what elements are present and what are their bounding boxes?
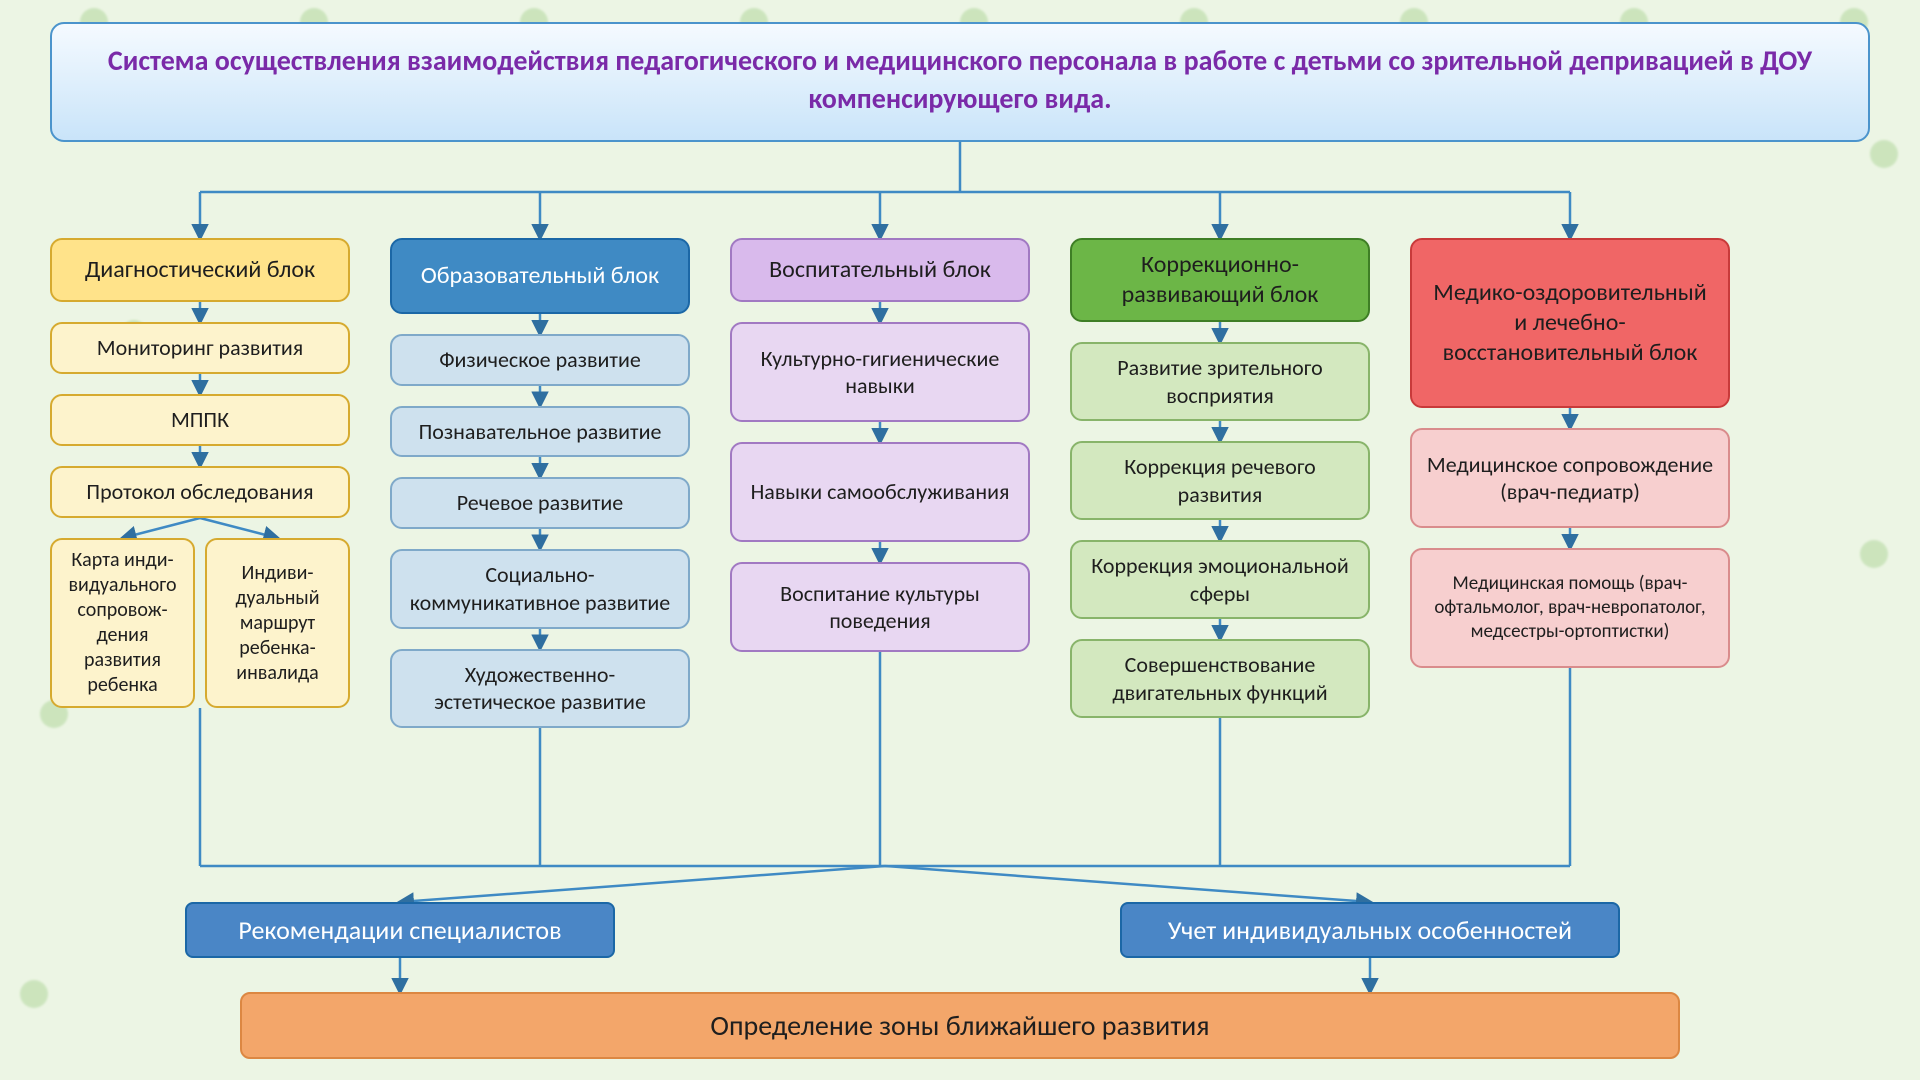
title-box: Система осуществления взаимодействия пед… [50,22,1870,142]
recommendations-left: Рекомендации специалистов [185,902,615,958]
column-header: Образовательный блок [390,238,690,314]
column-item: Социально-коммуникативное развитие [390,549,690,629]
column-split-row: Карта инди­видуального сопровож­дения ра… [50,538,350,728]
zone-box: Определение зоны ближайшего развития [240,992,1680,1059]
column-header: Воспитательный блок [730,238,1030,302]
column-0: Диагностический блок Мониторинг развития М… [50,238,350,728]
column-item: Совершенствование двигательных функций [1070,639,1370,718]
column-2: Воспитательный блок Культурно-гигиеническ… [730,238,1030,672]
column-split-item: Карта инди­видуального сопровож­дения ра… [50,538,195,708]
column-item: Культурно-гигиенические навыки [730,322,1030,422]
column-item: Коррекция речевого развития [1070,441,1370,520]
column-item: Коррекция эмоциональной сферы [1070,540,1370,619]
zone-text: Определение зоны ближайшего развития [710,1008,1209,1043]
column-header: Коррекционно-развивающий блок [1070,238,1370,322]
column-item: Мониторинг развития [50,322,350,374]
column-item: Протокол обследования [50,466,350,518]
column-item: Речевое развитие [390,477,690,529]
column-item: Навыки самообслуживания [730,442,1030,542]
column-item: Воспитание культуры поведения [730,562,1030,652]
column-header: Медико-оздоровительный и лечебно-восстан… [1410,238,1730,408]
column-4: Медико-оздоровительный и лечебно-восстан… [1410,238,1730,688]
column-1: Образовательный блок Физическое развитие П… [390,238,690,748]
rec-left-text: Рекомендации специалистов [238,914,561,946]
recommendations-right: Учет индивидуальных особенностей [1120,902,1620,958]
title-text: Система осуществления взаимодействия пед… [108,43,1812,116]
column-3: Коррекционно-развивающий блок Развитие зр… [1070,238,1370,738]
column-item: Физическое развитие [390,334,690,386]
column-item: Медицинское сопровождение (врач-педиатр) [1410,428,1730,528]
column-split-item: Индиви­дуальный маршрут ребенка-инвалида [205,538,350,708]
column-item: Развитие зрительного восприятия [1070,342,1370,421]
column-item: Познавательное развитие [390,406,690,458]
column-item: МППК [50,394,350,446]
rec-right-text: Учет индивидуальных особенностей [1168,914,1572,946]
column-item: Медицинская помощь (врач-офтальмолог, вр… [1410,548,1730,668]
column-item: Художественно-эстетическое развитие [390,649,690,728]
column-header: Диагностический блок [50,238,350,302]
